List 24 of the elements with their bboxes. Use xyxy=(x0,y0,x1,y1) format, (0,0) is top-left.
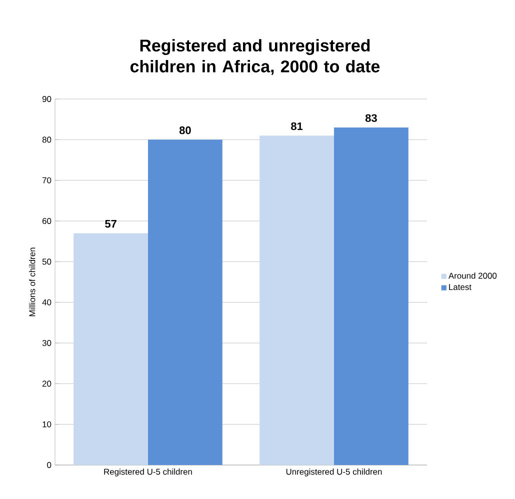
legend-label: Around 2000 xyxy=(448,272,497,279)
y-axis-title: Millions of children xyxy=(28,248,36,316)
data-label: 80 xyxy=(179,126,191,134)
y-tick-label: 90 xyxy=(42,96,52,102)
x-tick-label: Registered U-5 children xyxy=(104,468,192,476)
legend-label: Latest xyxy=(449,284,472,290)
x-tick-label: Unregistered U-5 children xyxy=(286,468,382,476)
y-tick-label: 80 xyxy=(42,136,52,143)
y-tick-label: 60 xyxy=(42,218,52,224)
data-label: 81 xyxy=(291,122,303,130)
data-label: 83 xyxy=(365,114,377,122)
y-tick-label: 20 xyxy=(42,380,52,387)
bar xyxy=(148,140,222,465)
bar xyxy=(260,136,334,465)
y-tick-label: 10 xyxy=(42,421,52,428)
data-label: 57 xyxy=(105,220,116,228)
y-tick-label: 30 xyxy=(42,340,52,346)
y-tick-label: 70 xyxy=(42,177,52,184)
chart-title: Registered and unregistered children in Africa, 2000 to date xyxy=(130,39,380,75)
y-tick-label: 50 xyxy=(42,258,52,265)
y-tick-label: 40 xyxy=(42,299,52,306)
bar xyxy=(74,233,148,465)
y-tick-label: 0 xyxy=(47,462,52,468)
bar xyxy=(334,127,408,465)
